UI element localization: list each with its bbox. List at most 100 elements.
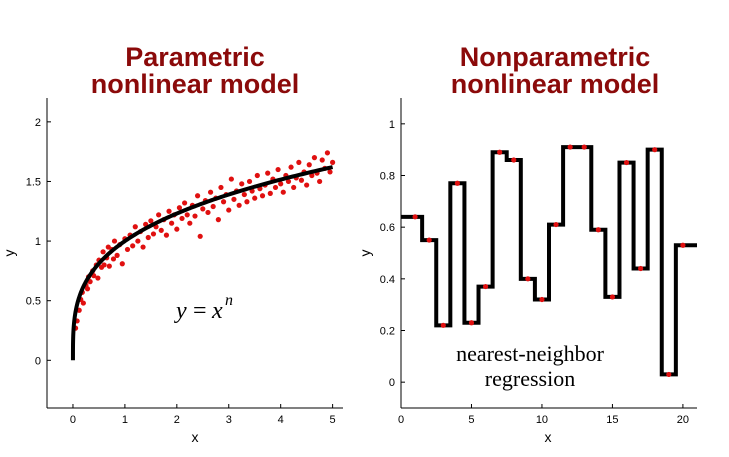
- right-ylabel: y: [357, 250, 373, 257]
- annotation-x: x: [211, 298, 223, 324]
- data-point: [176, 205, 183, 211]
- data-point: [80, 300, 86, 306]
- data-point: [254, 172, 260, 179]
- data-point: [239, 181, 245, 187]
- data-point: [200, 206, 206, 212]
- data-point: [169, 220, 175, 226]
- annotation-line1: nearest-neighbor: [456, 341, 604, 366]
- data-point: [497, 149, 503, 155]
- data-point: [163, 232, 170, 238]
- data-point: [187, 220, 193, 226]
- data-point: [197, 233, 203, 239]
- data-point: [236, 202, 242, 208]
- data-point: [296, 159, 302, 165]
- data-point: [298, 177, 305, 183]
- left-chart-title: Parametric nonlinear model: [40, 44, 350, 98]
- left-axes: 0 1 2 3 4 5 0 0.5 1 1.5 2: [26, 98, 343, 426]
- data-point: [111, 238, 118, 244]
- data-point: [205, 209, 211, 216]
- left-ytick-label: 0.5: [26, 296, 41, 308]
- right-chart: 0 5 10 15 20 0 0.2 0.4 0.6 0.8 1 y x nearest-neigh…: [357, 98, 697, 445]
- data-point: [306, 162, 312, 168]
- left-xtick-label: 3: [226, 414, 232, 426]
- data-point: [194, 193, 201, 199]
- data-point: [581, 144, 587, 150]
- data-point: [553, 221, 559, 228]
- data-point: [100, 249, 106, 255]
- right-xlabel: x: [545, 429, 552, 445]
- data-point: [192, 213, 198, 219]
- data-point: [130, 243, 136, 249]
- right-ytick-label: 0: [389, 377, 395, 389]
- data-point: [182, 200, 188, 206]
- data-point: [412, 214, 418, 220]
- data-point: [609, 294, 616, 300]
- right-ytick-label: 0.8: [380, 171, 395, 183]
- left-ytick-label: 0: [35, 355, 41, 367]
- data-point: [166, 208, 172, 214]
- left-xtick-label: 5: [330, 414, 336, 426]
- data-point: [110, 256, 117, 262]
- power-curve: [70, 165, 334, 361]
- data-point: [259, 193, 266, 199]
- data-point: [101, 262, 107, 268]
- data-point: [218, 184, 224, 191]
- data-point: [179, 215, 185, 222]
- right-xtick-label: 5: [468, 414, 474, 426]
- data-point: [317, 178, 323, 185]
- data-point: [278, 181, 284, 187]
- annotation-exponent: n: [225, 292, 233, 309]
- right-title-line2: nonlinear model: [450, 69, 660, 99]
- data-point: [426, 237, 432, 243]
- data-point: [241, 191, 247, 198]
- data-point: [666, 371, 672, 378]
- left-title-line2: nonlinear model: [90, 69, 300, 99]
- data-point: [124, 246, 131, 253]
- data-point: [267, 190, 273, 196]
- data-point: [595, 227, 601, 233]
- annotation-y: y: [174, 298, 187, 324]
- data-point: [145, 234, 151, 241]
- data-point: [330, 159, 336, 165]
- data-point: [106, 263, 112, 269]
- left-xtick-label: 2: [174, 414, 180, 426]
- left-ytick-label: 1.5: [26, 176, 41, 188]
- data-point: [327, 169, 333, 175]
- data-point: [304, 182, 310, 188]
- data-point: [148, 218, 154, 224]
- right-ytick-label: 0.6: [380, 222, 395, 234]
- right-title-line1: Nonparametric: [459, 42, 651, 72]
- data-point: [680, 242, 686, 248]
- data-point: [291, 184, 297, 191]
- data-point: [280, 189, 286, 195]
- right-xtick-label: 0: [398, 414, 404, 426]
- right-xtick-label: 20: [677, 414, 689, 426]
- data-point: [652, 147, 658, 153]
- data-point: [288, 164, 294, 170]
- data-point: [525, 276, 531, 282]
- left-xtick-label: 0: [70, 414, 76, 426]
- right-chart-title: Nonparametric nonlinear model: [390, 44, 720, 98]
- left-ytick-label: 2: [35, 117, 41, 129]
- left-ytick-label: 1: [35, 236, 41, 248]
- data-point: [84, 286, 91, 292]
- data-point: [539, 296, 545, 303]
- data-point: [311, 155, 318, 161]
- data-point: [482, 283, 489, 290]
- data-point: [119, 261, 125, 267]
- data-point: [184, 212, 190, 218]
- data-point: [132, 224, 138, 230]
- data-point: [272, 184, 279, 191]
- data-point: [319, 157, 325, 163]
- data-point: [156, 212, 162, 218]
- data-point: [220, 199, 227, 205]
- data-point: [324, 150, 331, 156]
- data-point: [454, 180, 460, 186]
- data-point: [210, 203, 216, 210]
- data-point: [275, 166, 281, 173]
- data-point: [140, 244, 146, 250]
- right-xtick-label: 10: [536, 414, 548, 426]
- left-ylabel: y: [1, 250, 17, 257]
- data-point: [265, 170, 271, 176]
- data-point: [440, 322, 446, 328]
